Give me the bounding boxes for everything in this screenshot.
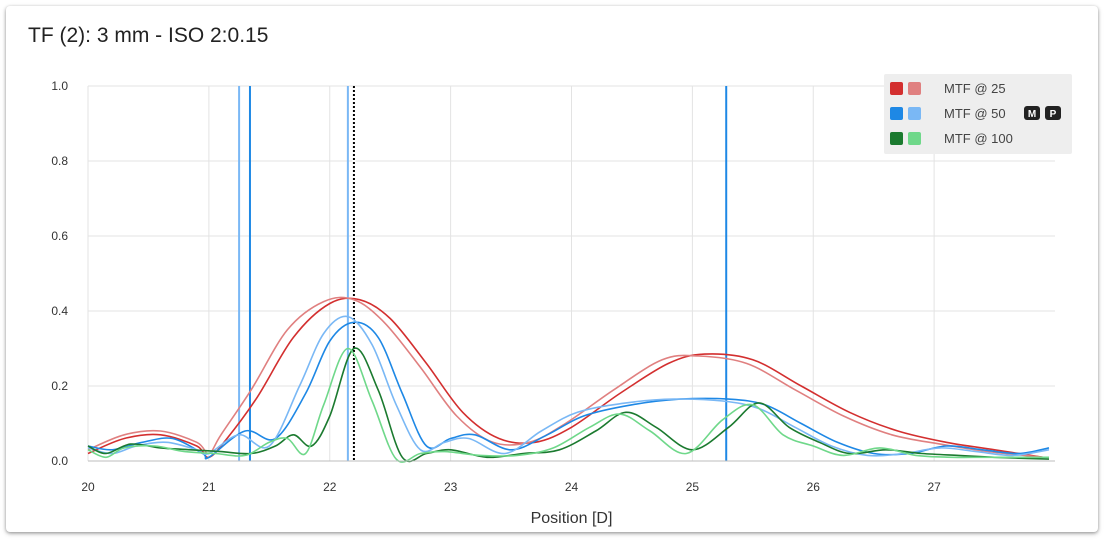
legend-swatch-secondary[interactable] — [908, 107, 921, 120]
legend-swatch-primary[interactable] — [890, 132, 903, 145]
legend-badge[interactable] — [1024, 106, 1040, 120]
legend-badge-text: P — [1050, 109, 1057, 120]
series-line — [87, 347, 1049, 463]
series-line — [87, 297, 1044, 459]
legend-swatch-primary[interactable] — [890, 107, 903, 120]
y-tick-label: 0.2 — [51, 379, 68, 393]
x-tick-label: 26 — [807, 480, 821, 494]
y-tick-label: 0.8 — [51, 154, 68, 168]
x-tick-label: 23 — [444, 480, 458, 494]
legend-swatch-secondary[interactable] — [908, 132, 921, 145]
x-tick-label: 27 — [927, 480, 941, 494]
legend-label[interactable]: MTF @ 25 — [944, 81, 1006, 96]
legend-label[interactable]: MTF @ 100 — [944, 131, 1013, 146]
legend-box — [884, 74, 1072, 154]
y-tick-label: 1.0 — [51, 79, 68, 93]
series-group — [87, 296, 1050, 463]
y-tick-label: 0.6 — [51, 229, 68, 243]
axes: 0.0 0.2 0.4 0.6 0.8 1.0 20 21 22 23 24 25 26 27 — [51, 79, 1055, 494]
x-tick-label: 21 — [202, 480, 216, 494]
x-tick-label: 25 — [686, 480, 700, 494]
legend-badge-text: M — [1028, 109, 1036, 120]
legend-swatch-secondary[interactable] — [908, 82, 921, 95]
y-tick-label: 0.4 — [51, 304, 68, 318]
series-line — [87, 321, 1050, 460]
legend-label[interactable]: MTF @ 50 — [944, 106, 1006, 121]
x-axis-label: Position [D] — [531, 510, 613, 527]
x-tick-label: 22 — [323, 480, 337, 494]
x-tick-label: 24 — [565, 480, 579, 494]
series-line — [87, 347, 1050, 463]
chart-title: TF (2): 3 mm - ISO 2:0.15 — [28, 24, 269, 47]
legend-swatch-primary[interactable] — [890, 82, 903, 95]
y-tick-label: 0.0 — [51, 454, 68, 468]
position-markers — [238, 86, 728, 461]
x-tick-label: 20 — [81, 480, 95, 494]
legend-badge[interactable] — [1045, 106, 1061, 120]
legend[interactable]: MTF @ 25 MTF @ 50 M P MTF @ 100 — [884, 74, 1072, 154]
